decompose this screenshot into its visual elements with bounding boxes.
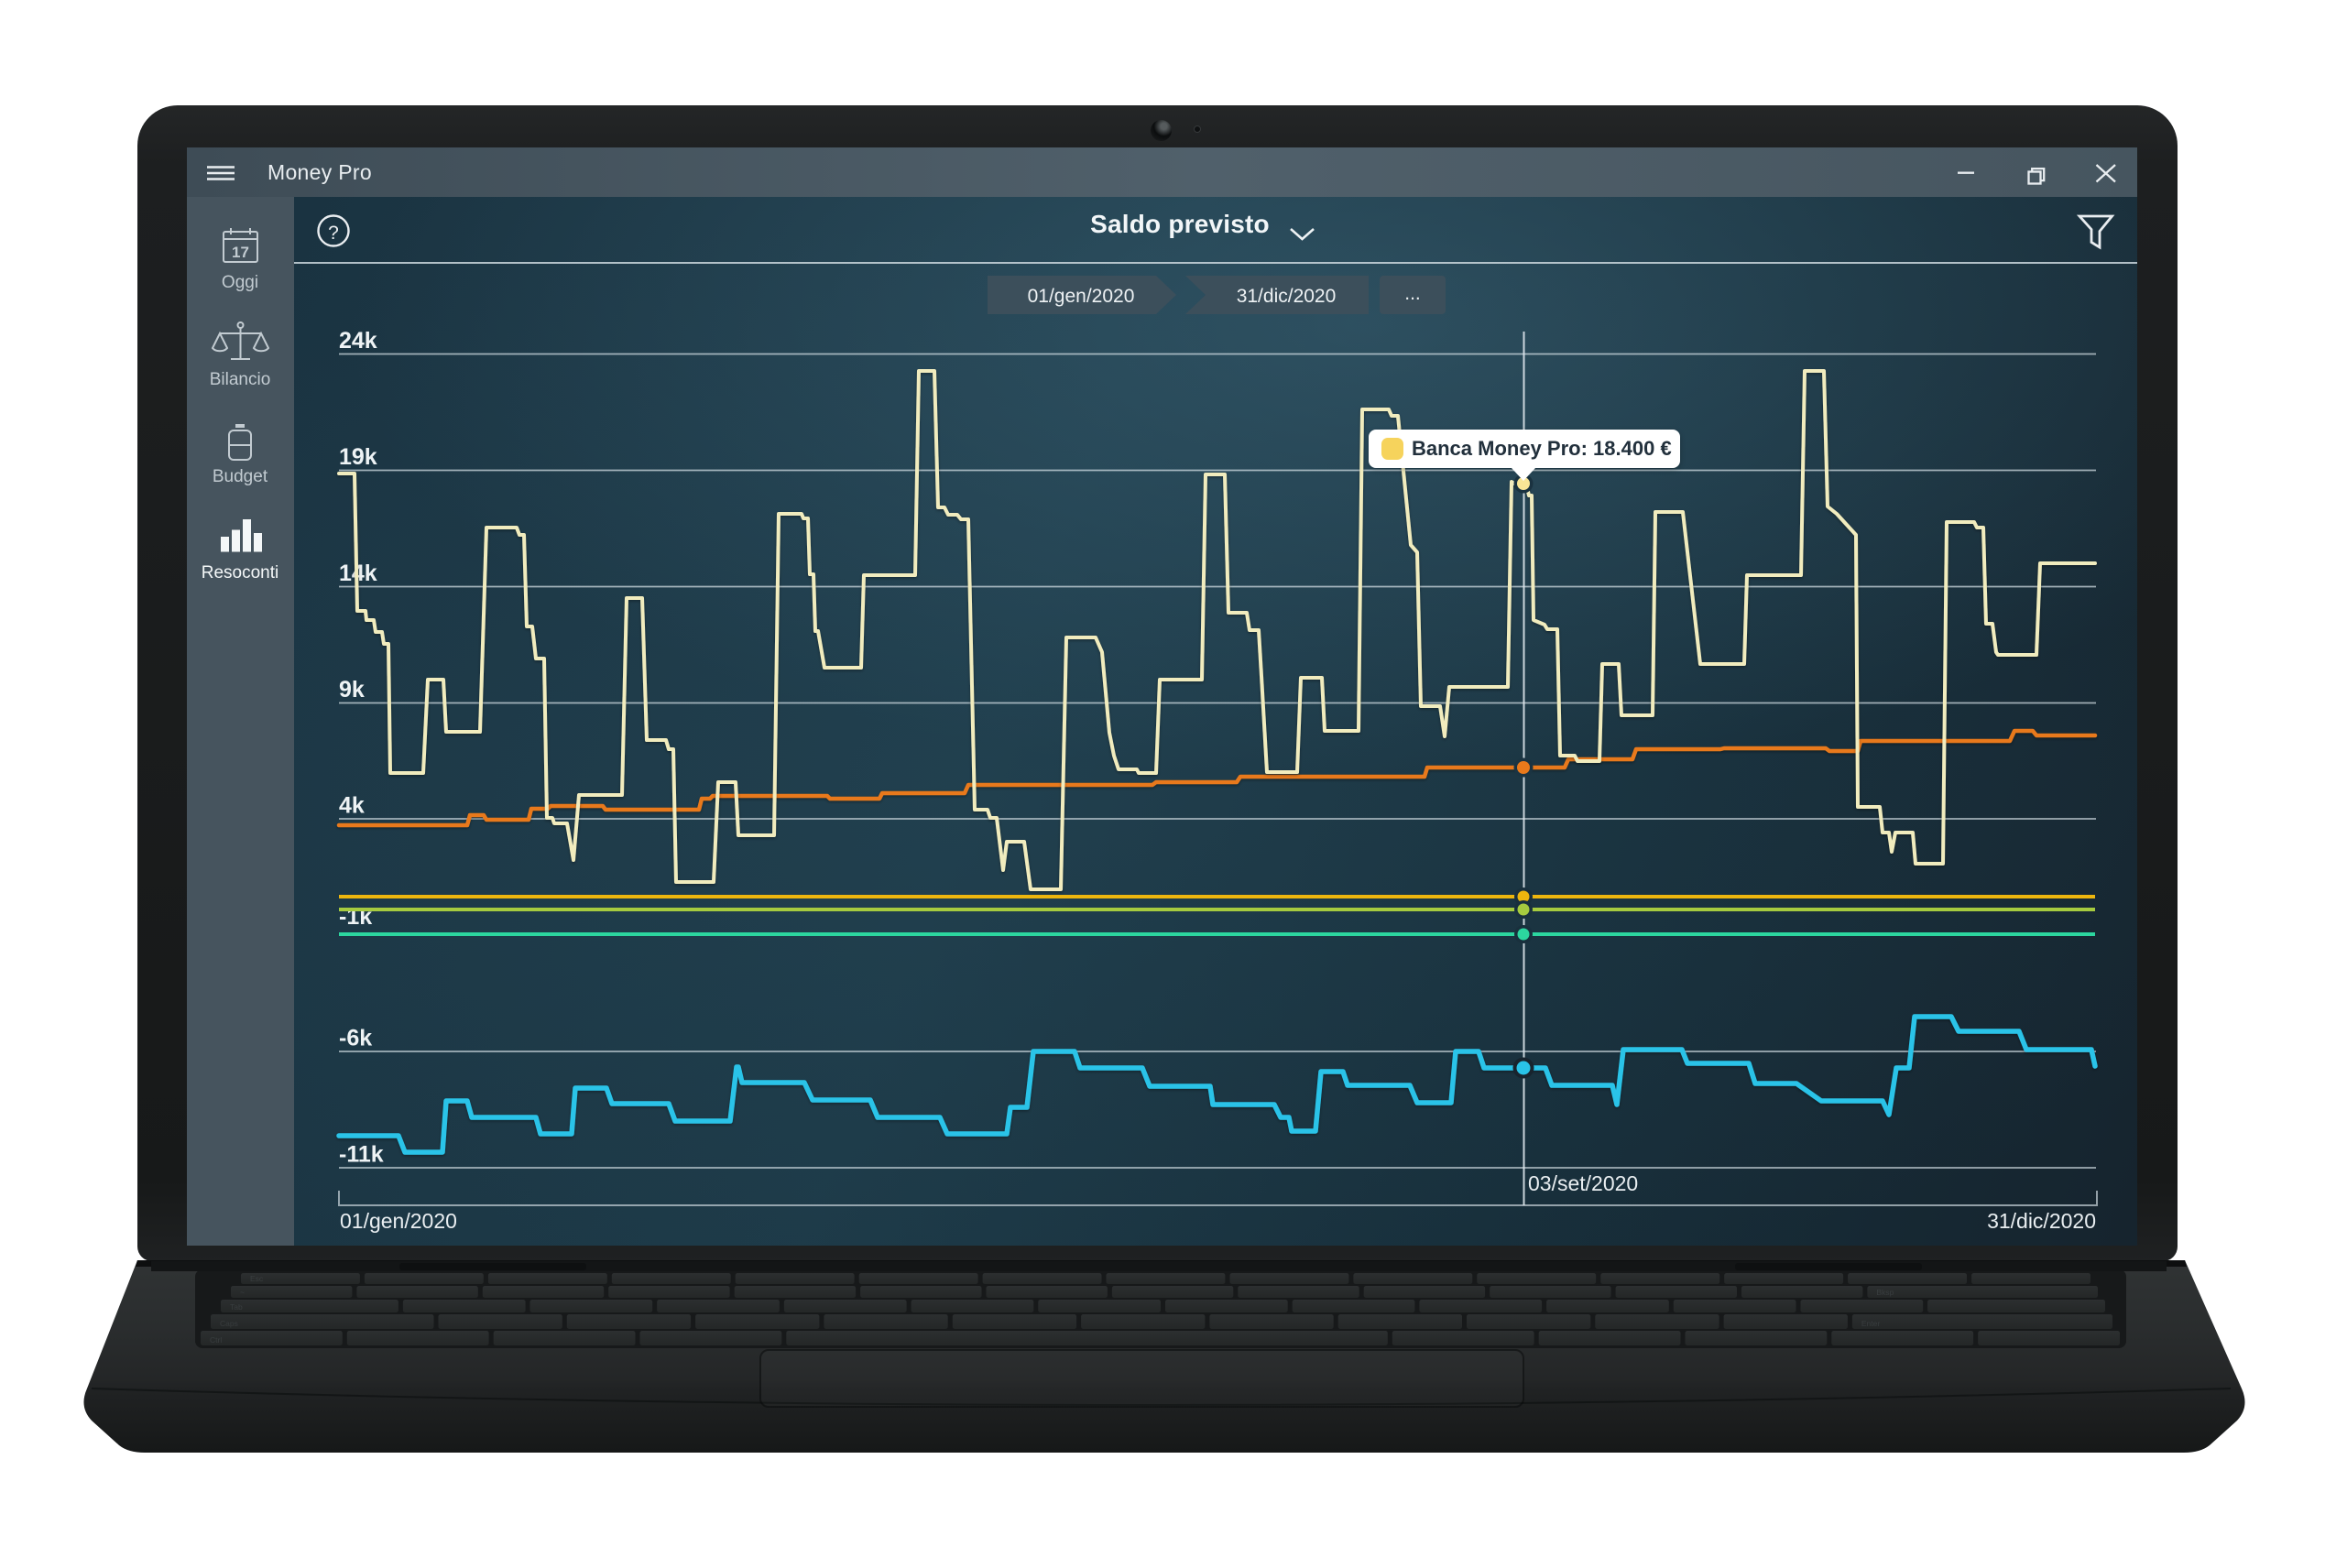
svg-text:03/set/2020: 03/set/2020 [1528,1171,1638,1195]
svg-text:Bilancio: Bilancio [210,370,271,389]
svg-text:9k: 9k [339,677,365,702]
svg-text:Enter: Enter [1861,1319,1880,1328]
svg-text:?: ? [328,223,339,244]
svg-text:01/gen/2020: 01/gen/2020 [1028,286,1135,307]
svg-text:31/dic/2020: 31/dic/2020 [1987,1209,2096,1233]
svg-text:31/dic/2020: 31/dic/2020 [1237,286,1337,307]
svg-text:4k: 4k [339,793,365,819]
svg-text:Tab: Tab [230,1302,243,1312]
svg-text:Caps: Caps [220,1319,238,1328]
svg-text:~: ~ [240,1288,245,1297]
svg-text:Resoconti: Resoconti [202,563,279,583]
svg-text:24k: 24k [339,328,377,354]
svg-text:19k: 19k [339,444,377,470]
svg-text:...: ... [1404,283,1421,304]
svg-text:-6k: -6k [339,1026,372,1051]
svg-text:01/gen/2020: 01/gen/2020 [340,1209,457,1233]
svg-text:17: 17 [232,244,249,261]
svg-text:Esc: Esc [250,1274,264,1283]
svg-text:Ctrl: Ctrl [210,1335,222,1345]
svg-text:Oggi: Oggi [222,273,258,292]
svg-text:Budget: Budget [213,467,268,486]
svg-text:-11k: -11k [339,1142,384,1168]
svg-text:Bksp: Bksp [1876,1288,1894,1297]
